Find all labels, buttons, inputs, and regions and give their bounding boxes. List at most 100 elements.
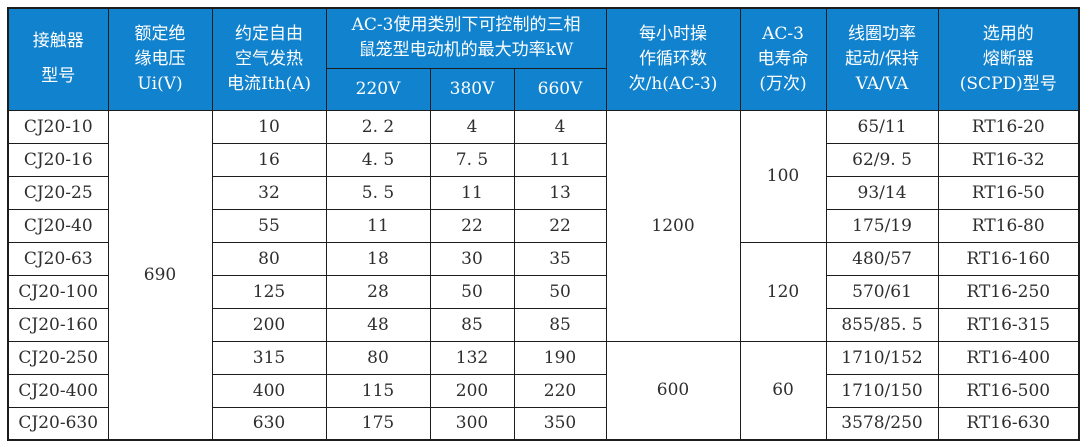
cell-fuse: RT16-80 xyxy=(937,208,1080,243)
table-row: CJ20-100 125 28 50 50 570/61 RT16-250 xyxy=(7,274,1080,309)
cell-coil-power: 62/9. 5 xyxy=(825,142,939,177)
cell-life-60: 60 xyxy=(739,340,827,441)
header-220v: 220V xyxy=(325,67,431,111)
cell-fuse: RT16-160 xyxy=(937,241,1080,276)
cell-ith: 80 xyxy=(211,241,327,276)
cell-kw-220: 80 xyxy=(325,340,431,375)
cell-ith: 55 xyxy=(211,208,327,243)
cell-kw-660: 85 xyxy=(513,307,607,342)
cell-kw-380: 85 xyxy=(429,307,515,342)
table-row: CJ20-63 80 18 30 35 120 480/57 RT16-160 xyxy=(7,241,1080,342)
table-row: CJ20-400 400 115 200 220 1710/150 RT16-5… xyxy=(7,373,1080,408)
cell-fuse: RT16-50 xyxy=(937,175,1080,210)
cell-ith: 32 xyxy=(211,175,327,210)
cell-fuse: RT16-20 xyxy=(937,109,1080,144)
header-ac3-max-power-group: AC-3使用类别下可控制的三相 鼠笼型电动机的最大功率kW xyxy=(325,7,607,69)
table-row: CJ20-630 630 175 300 350 3578/250 RT16-6… xyxy=(7,406,1080,441)
cell-ith: 630 xyxy=(211,406,327,441)
cell-kw-220: 175 xyxy=(325,406,431,441)
cell-kw-220: 115 xyxy=(325,373,431,408)
cell-ith: 315 xyxy=(211,340,327,375)
cell-kw-220: 48 xyxy=(325,307,431,342)
table-row: CJ20-40 55 11 22 22 175/19 RT16-80 xyxy=(7,208,1080,243)
table-row: CJ20-16 16 4. 5 7. 5 11 62/9. 5 RT16-32 xyxy=(7,142,1080,177)
cell-cycles-600: 600 xyxy=(605,340,741,441)
contactor-spec-table: 接触器 型号 额定绝 缘电压 Ui(V) 约定自由 空气发热 电流Ith(A) … xyxy=(7,7,1081,441)
cell-coil-power: 1710/150 xyxy=(825,373,939,408)
cell-ith: 16 xyxy=(211,142,327,177)
header-fuse-type: 选用的 熔断器 (SCPD)型号 xyxy=(937,7,1080,111)
cell-model: CJ20-160 xyxy=(7,307,109,342)
header-electrical-life: AC-3 电寿命 (万次) xyxy=(739,7,827,111)
cell-fuse: RT16-32 xyxy=(937,142,1080,177)
cell-fuse: RT16-315 xyxy=(937,307,1080,342)
cell-model: CJ20-630 xyxy=(7,406,109,441)
cell-model: CJ20-63 xyxy=(7,241,109,276)
cell-kw-220: 4. 5 xyxy=(325,142,431,177)
cell-coil-power: 855/85. 5 xyxy=(825,307,939,342)
cell-kw-220: 2. 2 xyxy=(325,109,431,144)
cell-kw-220: 18 xyxy=(325,241,431,276)
cell-fuse: RT16-630 xyxy=(937,406,1080,441)
cell-kw-660: 190 xyxy=(513,340,607,375)
cell-kw-380: 22 xyxy=(429,208,515,243)
cell-coil-power: 480/57 xyxy=(825,241,939,276)
table-row: CJ20-250 315 80 132 190 600 60 1710/152 … xyxy=(7,340,1080,441)
header-thermal-current: 约定自由 空气发热 电流Ith(A) xyxy=(211,7,327,111)
table-row: CJ20-10 690 10 2. 2 4 4 1200 100 65/11 R… xyxy=(7,109,1080,441)
cell-coil-power: 93/14 xyxy=(825,175,939,210)
cell-kw-660: 4 xyxy=(513,109,607,144)
cell-coil-power: 1710/152 xyxy=(825,340,939,375)
cell-model: CJ20-10 xyxy=(7,109,109,144)
cell-kw-380: 132 xyxy=(429,340,515,375)
table-body: CJ20-10 690 10 2. 2 4 4 1200 100 65/11 R… xyxy=(7,109,1080,441)
cell-kw-660: 11 xyxy=(513,142,607,177)
cell-kw-220: 11 xyxy=(325,208,431,243)
header-coil-power: 线圈功率 起动/保持 VA/VA xyxy=(825,7,939,111)
header-rated-insulation-voltage: 额定绝 缘电压 Ui(V) xyxy=(107,7,213,111)
cell-life-120: 120 xyxy=(739,241,827,342)
cell-model: CJ20-400 xyxy=(7,373,109,408)
cell-model: CJ20-40 xyxy=(7,208,109,243)
cell-kw-380: 7. 5 xyxy=(429,142,515,177)
cell-ith: 200 xyxy=(211,307,327,342)
header-contactor-model: 接触器 型号 xyxy=(7,7,109,111)
table-row: CJ20-25 32 5. 5 11 13 93/14 RT16-50 xyxy=(7,175,1080,210)
cell-ith: 10 xyxy=(211,109,327,144)
header-380v: 380V xyxy=(429,67,515,111)
cell-model: CJ20-16 xyxy=(7,142,109,177)
cell-model: CJ20-100 xyxy=(7,274,109,309)
cell-ui-voltage: 690 xyxy=(107,109,213,441)
header-operating-cycles: 每小时操 作循环数 次/h(AC-3) xyxy=(605,7,741,111)
cell-coil-power: 175/19 xyxy=(825,208,939,243)
cell-life-100: 100 xyxy=(739,109,827,243)
cell-kw-660: 50 xyxy=(513,274,607,309)
cell-kw-380: 11 xyxy=(429,175,515,210)
cell-kw-380: 30 xyxy=(429,241,515,276)
cell-kw-660: 13 xyxy=(513,175,607,210)
cell-ith: 125 xyxy=(211,274,327,309)
cell-kw-380: 300 xyxy=(429,406,515,441)
cell-kw-660: 22 xyxy=(513,208,607,243)
cell-kw-380: 4 xyxy=(429,109,515,144)
cell-coil-power: 3578/250 xyxy=(825,406,939,441)
table-header: 接触器 型号 额定绝 缘电压 Ui(V) 约定自由 空气发热 电流Ith(A) … xyxy=(7,7,1080,111)
cell-fuse: RT16-400 xyxy=(937,340,1080,375)
cell-kw-660: 220 xyxy=(513,373,607,408)
cell-ith: 400 xyxy=(211,373,327,408)
cell-cycles-1200: 1200 xyxy=(605,109,741,342)
header-660v: 660V xyxy=(513,67,607,111)
cell-coil-power: 65/11 xyxy=(825,109,939,144)
cell-coil-power: 570/61 xyxy=(825,274,939,309)
cell-kw-380: 200 xyxy=(429,373,515,408)
cell-kw-220: 5. 5 xyxy=(325,175,431,210)
cell-model: CJ20-250 xyxy=(7,340,109,375)
cell-kw-660: 35 xyxy=(513,241,607,276)
cell-fuse: RT16-500 xyxy=(937,373,1080,408)
cell-fuse: RT16-250 xyxy=(937,274,1080,309)
cell-model: CJ20-25 xyxy=(7,175,109,210)
cell-kw-220: 28 xyxy=(325,274,431,309)
cell-kw-380: 50 xyxy=(429,274,515,309)
cell-kw-660: 350 xyxy=(513,406,607,441)
